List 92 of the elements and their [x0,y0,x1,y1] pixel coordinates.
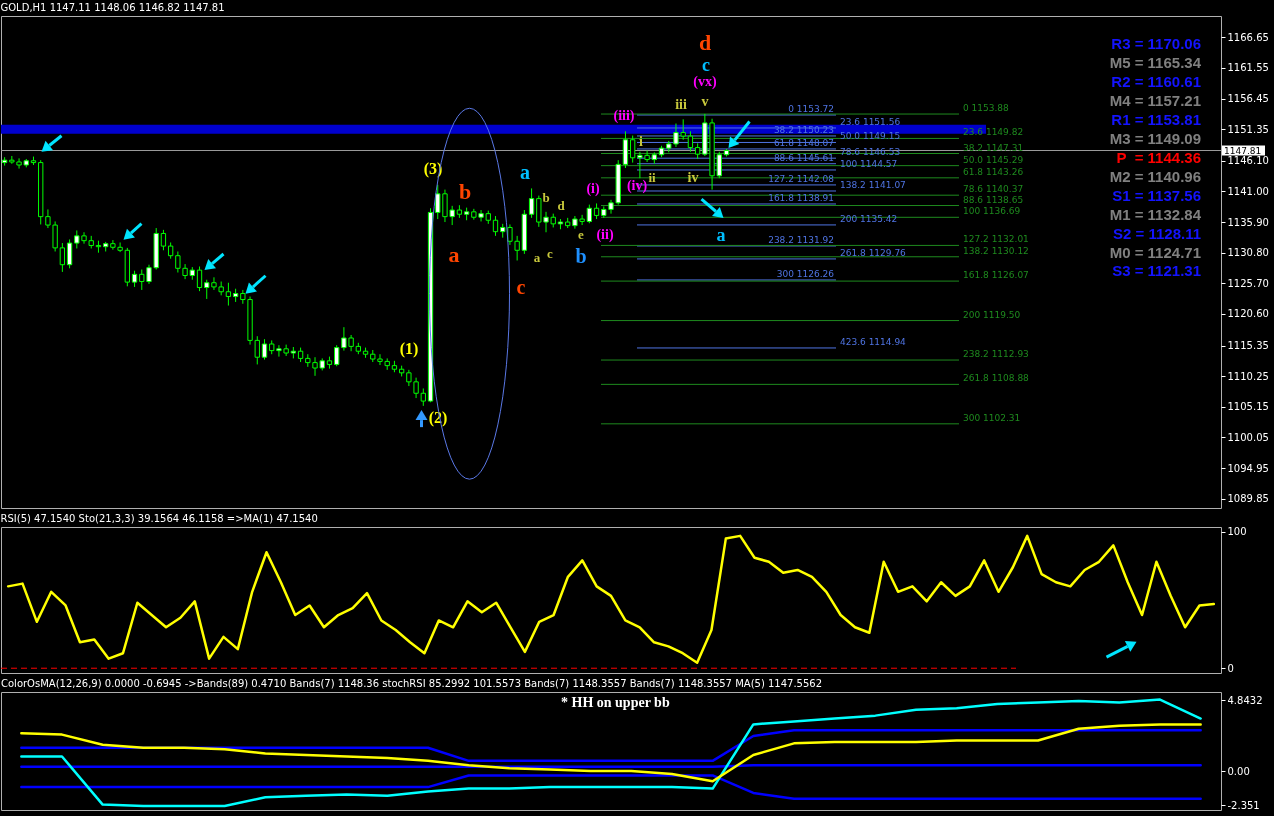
ref-line-label: 61.8 1143.26 [963,166,1024,177]
annotation: R2 = 1160.61 [1111,73,1201,91]
y-tick-label: 1151.35 [1227,123,1269,135]
annotation: M3 = 1149.09 [1109,130,1201,147]
ref-line-label: 138.2 1130.12 [963,245,1029,256]
annotation: (3) [423,160,443,179]
annotation: e [578,226,585,242]
ref-line-label: 238.2 1112.93 [963,349,1029,360]
y-tick-label: 1166.65 [1227,31,1269,43]
ref-line-label: 38.2 1150.23 [773,124,834,135]
annotation: (i) [586,181,600,198]
ref-line-label: 300 1102.31 [963,412,1021,423]
annotation: S2 = 1128.11 [1112,224,1201,242]
annotation: M5 = 1165.34 [1109,54,1202,72]
annotation: c [547,246,554,262]
annotation: (vx) [693,74,717,91]
ref-line-label: 261.8 1108.88 [963,373,1030,384]
ref-line-label: 161.8 1126.07 [963,270,1029,281]
y-tick-label: 1141.00 [1227,185,1269,197]
ref-line-label: 23.6 1151.56 [840,116,901,127]
y-tick-label: 1105.15 [1227,401,1269,413]
ref-line-label: 100 1136.69 [963,206,1021,217]
annotation: d [557,198,566,214]
chart-title: RSI(5) 47.1540 Sto(21,3,3) 39.1564 46.1158 =>MA(1) 47.1540 [0,512,318,524]
annotation: R1 = 1153.81 [1111,111,1201,129]
annotation: (ii) [596,226,614,243]
ref-line-label: 50.0 1145.29 [963,154,1024,165]
annotation: M2 = 1140.96 [1109,167,1201,185]
ref-line-label: 50.0 1149.15 [840,131,901,142]
annotation: a [448,242,460,268]
ref-line-label: 161.8 1138.91 [768,192,834,203]
annotation: M4 = 1157.21 [1109,92,1201,110]
y-tick-label: 1100.05 [1227,431,1269,443]
y-tick-label: 1110.25 [1227,370,1269,382]
annotation: M1 = 1132.84 [1109,205,1202,223]
annotation: (iv) [626,178,648,195]
chart-title: ColorOsMA(12,26,9) 0.0000 -0.6945 ->Bands(89) 0.4710 Bands(7) 1148.36 stochRSI 85.2992 101.5573 Bands(7) 1148.3557 Bands(7) 1148.3557 MA(5) 1147.5562 [1,678,823,689]
y-tick-label: 1146.10 [1227,155,1269,167]
annotation: b [575,245,587,268]
annotation: R3 = 1170.06 [1111,35,1201,53]
annotation: a [533,250,541,266]
y-tick-label: 0.00 [1227,765,1250,777]
annotation: b [458,178,472,204]
annotation: S3 = 1121.31 [1112,262,1201,280]
y-tick-label: -2.351 [1227,799,1260,811]
ref-line-label: 1147.81 [1224,145,1262,156]
annotation: * HH on upper bb [561,695,670,711]
annotation: b [542,189,550,205]
y-tick-label: 1130.80 [1227,247,1269,259]
y-tick-label: 0 [1227,662,1234,674]
ref-line-label: 0 1153.72 [788,104,834,114]
annotation: c [702,55,710,76]
y-tick-label: 1094.95 [1227,462,1269,474]
y-tick-label: 1161.55 [1227,62,1269,74]
annotation: P = 1144.36 [1116,148,1201,166]
ref-line-label: 261.8 1129.76 [840,247,907,258]
annotation: a [716,224,726,245]
ref-line-label: 423.6 1114.94 [840,336,907,347]
annotation: a [520,161,530,184]
y-tick-label: 1115.35 [1227,340,1269,351]
annotation: d [698,30,712,56]
annotation: i [639,133,644,149]
ref-line-label: 300 1126.26 [776,268,835,279]
ref-line-label: 0 1153.88 [963,103,1010,114]
ref-line-label: 127.2 1142.08 [768,173,835,184]
ref-line-label: 200 1135.42 [840,213,898,224]
y-tick-label: 1156.45 [1227,93,1269,105]
y-tick-label: 1125.70 [1227,277,1269,289]
annotation: iii [675,96,687,112]
y-tick-label: 100 [1227,526,1247,538]
ref-line-label: 138.2 1141.07 [840,179,906,190]
annotation: ii [648,169,656,185]
annotation: (iii) [613,108,635,125]
chart-title: GOLD,H1 1147.11 1148.06 1146.82 1147.81 [0,2,225,13]
ref-line-label: 78.6 1140.37 [963,184,1024,195]
annotation: iv [687,169,699,185]
annotation: (1) [399,340,419,359]
annotation: v [701,94,709,110]
annotation: M0 = 1124.71 [1109,243,1201,261]
annotation: c [516,276,526,299]
ref-line-label: 88.6 1138.65 [963,194,1024,205]
y-tick-label: 1089.85 [1227,493,1269,505]
y-tick-label: 1135.90 [1227,216,1269,228]
y-tick-label: 4.8432 [1227,694,1263,706]
ref-line-label: 100 1144.57 [840,158,898,169]
annotation: (2) [428,409,448,428]
ref-line-label: 38.2 1147.31 [963,142,1024,153]
annotation: S1 = 1137.56 [1112,186,1201,204]
ref-line-label: 127.2 1132.01 [963,234,1029,245]
y-tick-label: 1120.60 [1227,308,1269,320]
ref-line-label: 200 1119.50 [963,309,1021,320]
ref-line-label: 238.2 1131.92 [768,234,834,245]
